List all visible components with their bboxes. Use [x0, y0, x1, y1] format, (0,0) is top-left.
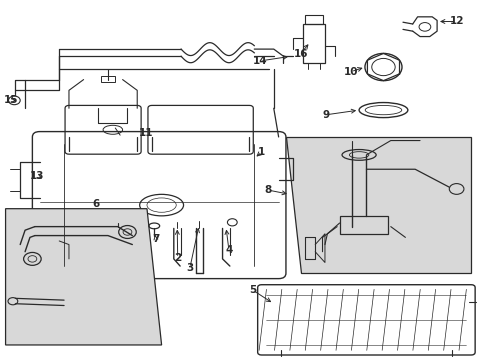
Text: 11: 11: [139, 128, 153, 138]
Polygon shape: [285, 137, 470, 273]
Text: 5: 5: [249, 285, 256, 296]
Bar: [303, 24, 325, 63]
Text: 13: 13: [30, 171, 44, 181]
Text: 2: 2: [174, 253, 181, 263]
Bar: [305, 15, 322, 24]
Text: 14: 14: [252, 56, 267, 66]
Text: 10: 10: [343, 67, 357, 77]
Polygon shape: [5, 209, 161, 345]
Bar: [339, 216, 387, 234]
Text: 16: 16: [293, 49, 307, 59]
Text: 12: 12: [448, 17, 463, 27]
Text: 9: 9: [322, 110, 329, 120]
Text: 7: 7: [152, 234, 159, 244]
Text: 8: 8: [264, 185, 271, 195]
Text: 3: 3: [186, 263, 193, 273]
Text: 15: 15: [4, 95, 19, 105]
Bar: [101, 76, 115, 82]
Text: 1: 1: [257, 147, 264, 157]
Text: 4: 4: [225, 245, 232, 255]
Text: 6: 6: [92, 199, 99, 210]
